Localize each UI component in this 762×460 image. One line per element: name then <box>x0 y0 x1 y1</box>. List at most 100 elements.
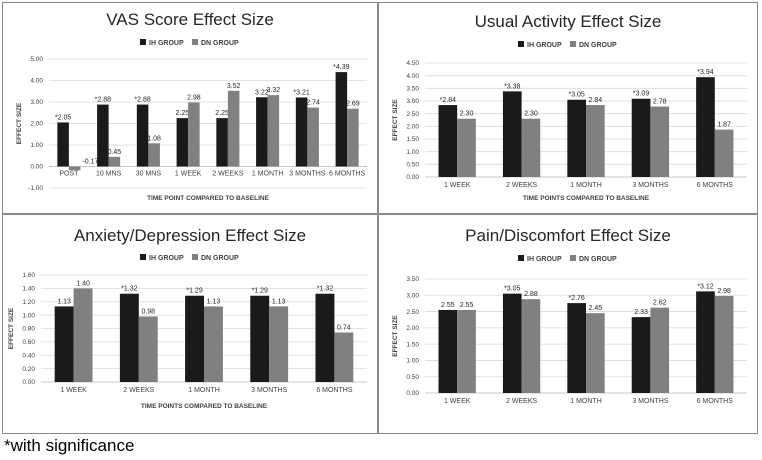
data-label: *3.05 <box>504 286 520 293</box>
ih-bar <box>631 317 651 393</box>
data-label: 2.55 <box>460 302 474 309</box>
dn-bar <box>68 166 81 171</box>
data-label: *1.32 <box>121 286 137 293</box>
dn-bar <box>347 108 359 167</box>
ih-bar <box>502 91 522 177</box>
legend-label: DN GROUP <box>201 255 239 262</box>
x-category-label: 1 WEEK <box>60 387 87 394</box>
y-axis-title: EFFECT SIZE <box>16 102 23 144</box>
usual-activity-chart: Usual Activity Effect Size IH GROUP DN GRO… <box>392 12 747 202</box>
dn-bar <box>267 95 280 167</box>
usual-activity-chart-panel: Usual Activity Effect Size IH GROUP DN GRO… <box>378 2 758 214</box>
data-label: 2.45 <box>589 305 603 312</box>
y-tick-label: 1.60 <box>22 272 35 279</box>
legend-label: DN GROUP <box>579 42 617 49</box>
dn-bar <box>714 295 734 393</box>
data-label: -0.17 <box>82 159 98 166</box>
legend-label: IH GROUP <box>149 40 184 47</box>
y-tick-label: 0.20 <box>22 366 35 373</box>
y-tick-label: 0.00 <box>30 164 43 171</box>
legend-swatch <box>140 39 146 45</box>
legend-swatch <box>192 254 198 260</box>
data-label: *2.88 <box>95 97 111 104</box>
data-label: *2.84 <box>440 97 456 104</box>
ih-bar <box>631 98 651 177</box>
x-category-label: POST <box>59 171 79 178</box>
x-category-label: 1 WEEK <box>175 171 202 178</box>
legend-swatch <box>518 41 524 47</box>
y-tick-label: 2.00 <box>406 124 419 131</box>
y-tick-label: 0.80 <box>22 326 35 333</box>
dn-bar <box>457 309 476 393</box>
x-category-label: 2 WEEKS <box>506 398 537 405</box>
pain-discomfort-chart: Pain/Discomfort Effect Size IH GROUP DN GR… <box>392 226 747 405</box>
data-label: 2.33 <box>634 309 648 316</box>
x-category-label: 1 MONTH <box>570 182 602 189</box>
ih-bar <box>119 293 139 382</box>
y-tick-label: 1.00 <box>406 358 419 365</box>
data-label: 3.22 <box>255 89 269 96</box>
data-label: *2.05 <box>55 114 71 121</box>
y-tick-label: 3.00 <box>406 98 419 105</box>
dn-bar <box>138 316 158 382</box>
y-tick-label: 4.00 <box>30 78 43 85</box>
pain-discomfort-chart-panel: Pain/Discomfort Effect Size IH GROUP DN GR… <box>378 214 758 434</box>
dn-bar <box>334 332 354 382</box>
x-category-label: 3 MONTHS <box>289 171 326 178</box>
data-label: 2.98 <box>717 288 731 295</box>
y-tick-label: 0.00 <box>22 379 35 386</box>
data-label: 0.45 <box>108 149 122 156</box>
data-label: 2.84 <box>589 97 603 104</box>
data-label: 2.69 <box>346 101 360 108</box>
data-label: 2.62 <box>653 300 667 307</box>
dn-bar <box>650 106 670 177</box>
y-tick-label: 3.50 <box>406 86 419 93</box>
data-label: *3.09 <box>633 91 649 98</box>
x-category-label: 6 MONTHS <box>697 398 734 405</box>
legend-swatch <box>192 39 198 45</box>
dn-bar <box>521 299 541 393</box>
ih-bar <box>438 309 458 393</box>
y-tick-label: 1.50 <box>406 136 419 143</box>
ih-bar <box>567 303 586 393</box>
y-tick-label: 5.00 <box>30 56 43 63</box>
ih-bar <box>502 293 522 393</box>
y-tick-label: 0.00 <box>406 174 419 181</box>
y-tick-label: 2.50 <box>406 111 419 118</box>
x-category-label: 10 MNS <box>96 171 122 178</box>
y-tick-label: 1.00 <box>22 312 35 319</box>
data-label: 2.98 <box>187 94 201 101</box>
x-category-label: 1 MONTH <box>252 171 284 178</box>
legend-swatch <box>570 255 576 261</box>
data-label: 0.98 <box>141 308 155 315</box>
data-label: 2.74 <box>306 100 320 107</box>
x-axis-title: TIME POINTS COMPARED TO BASELINE <box>141 403 268 410</box>
data-label: *3.12 <box>697 283 713 290</box>
data-label: 2.30 <box>460 111 474 118</box>
data-label: 2.78 <box>653 99 667 106</box>
x-category-label: 1 MONTH <box>570 398 602 405</box>
y-tick-label: 0.50 <box>406 374 419 381</box>
data-label: 2.25 <box>176 110 190 117</box>
legend-label: IH GROUP <box>527 256 562 263</box>
legend-swatch <box>570 41 576 47</box>
ih-bar <box>696 291 715 393</box>
dn-bar <box>586 313 605 393</box>
y-tick-label: 3.00 <box>406 292 419 299</box>
dn-bar <box>269 306 289 382</box>
data-label: 0.74 <box>337 325 351 332</box>
dn-bar <box>650 307 670 393</box>
x-category-label: 6 MONTHS <box>316 387 353 394</box>
legend-label: IH GROUP <box>527 42 562 49</box>
y-tick-label: 1.50 <box>406 341 419 348</box>
dn-bar <box>714 129 734 177</box>
x-category-label: 2 WEEKS <box>123 387 154 394</box>
y-tick-label: 1.00 <box>406 149 419 156</box>
y-tick-label: 0.00 <box>406 390 419 397</box>
x-category-label: 2 WEEKS <box>212 171 243 178</box>
x-category-label: 1 WEEK <box>444 398 471 405</box>
significance-footnote: *with significance <box>4 436 135 455</box>
ih-bar <box>295 97 308 167</box>
x-category-label: 6 MONTHS <box>697 182 734 189</box>
dn-bar <box>227 90 240 167</box>
